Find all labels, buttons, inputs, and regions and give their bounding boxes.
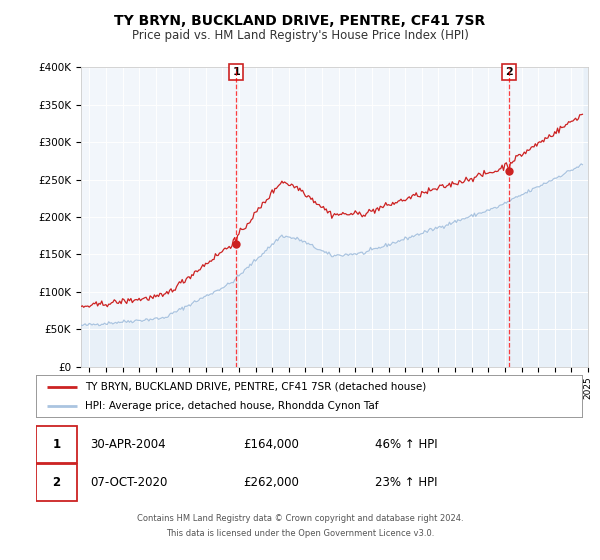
Text: 2: 2: [505, 67, 513, 77]
Text: HPI: Average price, detached house, Rhondda Cynon Taf: HPI: Average price, detached house, Rhon…: [85, 401, 379, 411]
Text: £164,000: £164,000: [244, 438, 299, 451]
Text: TY BRYN, BUCKLAND DRIVE, PENTRE, CF41 7SR (detached house): TY BRYN, BUCKLAND DRIVE, PENTRE, CF41 7S…: [85, 381, 427, 391]
FancyBboxPatch shape: [36, 426, 77, 463]
Text: 07-OCT-2020: 07-OCT-2020: [91, 476, 168, 489]
Text: 23% ↑ HPI: 23% ↑ HPI: [374, 476, 437, 489]
Text: 46% ↑ HPI: 46% ↑ HPI: [374, 438, 437, 451]
Text: £262,000: £262,000: [244, 476, 299, 489]
FancyBboxPatch shape: [36, 464, 77, 501]
Text: This data is licensed under the Open Government Licence v3.0.: This data is licensed under the Open Gov…: [166, 529, 434, 538]
Text: 2: 2: [52, 476, 61, 489]
Text: Contains HM Land Registry data © Crown copyright and database right 2024.: Contains HM Land Registry data © Crown c…: [137, 514, 463, 523]
Text: 1: 1: [52, 438, 61, 451]
Text: Price paid vs. HM Land Registry's House Price Index (HPI): Price paid vs. HM Land Registry's House …: [131, 29, 469, 42]
Text: 30-APR-2004: 30-APR-2004: [91, 438, 166, 451]
Text: TY BRYN, BUCKLAND DRIVE, PENTRE, CF41 7SR: TY BRYN, BUCKLAND DRIVE, PENTRE, CF41 7S…: [115, 14, 485, 28]
Text: 1: 1: [232, 67, 240, 77]
